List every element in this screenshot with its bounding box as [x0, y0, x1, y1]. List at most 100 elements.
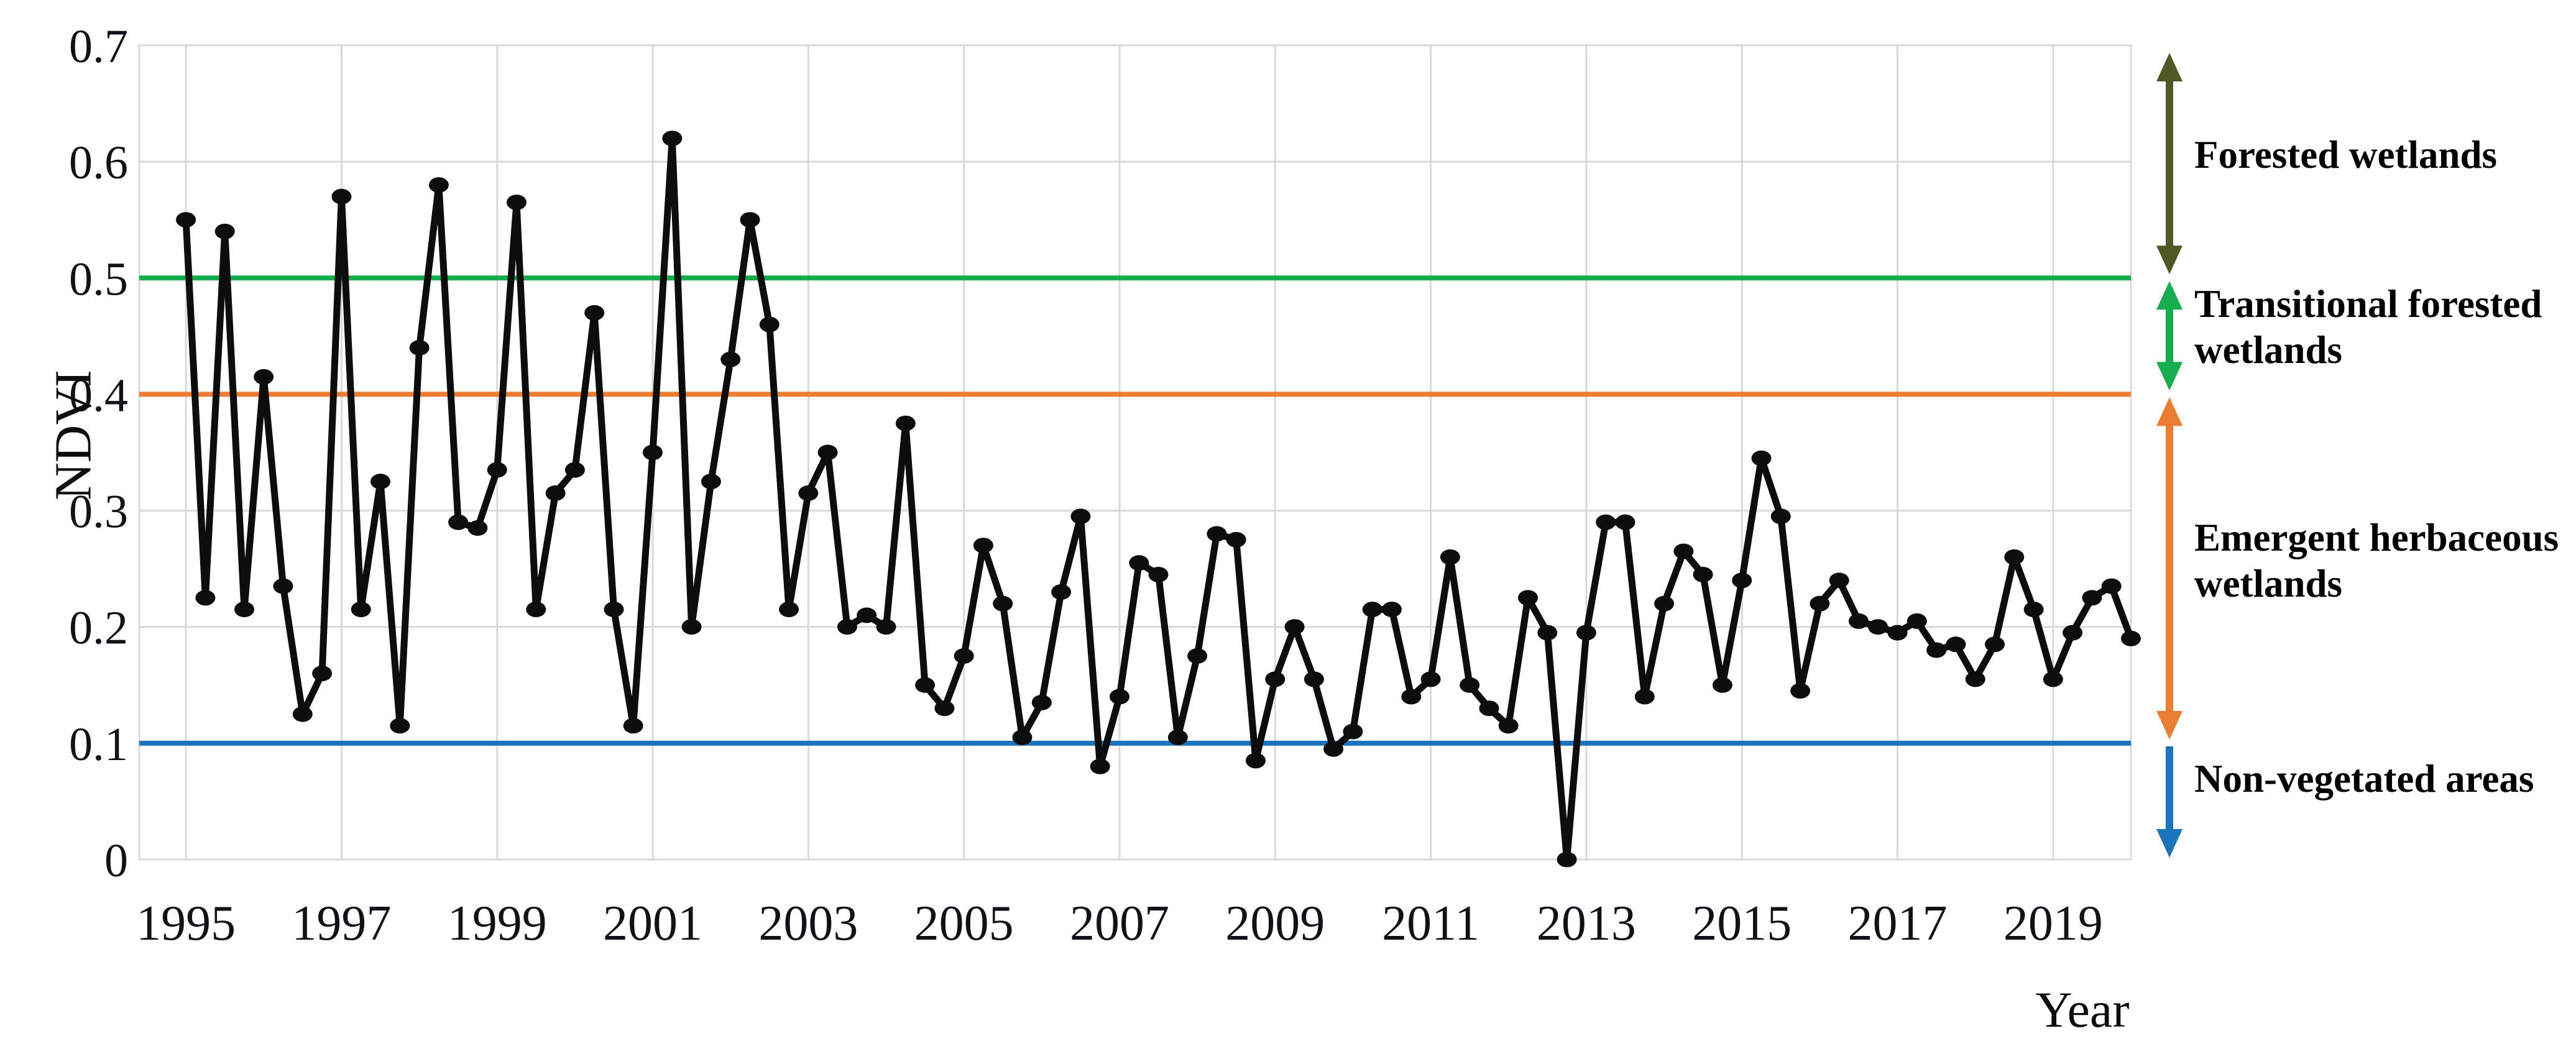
data-point-marker	[604, 602, 624, 618]
zone-label-emergent-herbaceous-wetlands: Emergent herbaceous wetlands	[2194, 515, 2559, 607]
data-point-marker	[409, 340, 430, 356]
zone-label-line: Forested wetlands	[2194, 133, 2498, 176]
data-point-marker	[2082, 590, 2102, 606]
data-point-marker	[2023, 602, 2044, 618]
zone-label-line: Transitional forested	[2194, 282, 2542, 326]
y-tick-label: 0.7	[69, 21, 128, 73]
data-point-marker	[1167, 730, 1188, 745]
data-point-marker	[1810, 595, 1830, 612]
data-point-marker	[1090, 758, 1110, 774]
data-point-marker	[1362, 602, 1382, 618]
data-point-marker	[292, 706, 313, 722]
data-point-marker	[779, 602, 799, 618]
zone-label-line: wetlands	[2194, 562, 2343, 605]
zone-label-non-vegetated-areas: Non-vegetated areas	[2194, 756, 2534, 802]
data-point-marker	[1770, 508, 1791, 525]
x-tick-label: 2011	[1382, 896, 1479, 951]
data-point-marker	[2043, 671, 2063, 687]
data-point-marker	[1070, 508, 1091, 525]
data-point-marker	[1576, 625, 1596, 641]
data-point-marker	[1965, 671, 1985, 687]
data-point-marker	[312, 666, 333, 682]
data-point-marker	[1401, 689, 1422, 705]
y-tick-label: 0.6	[69, 137, 128, 189]
x-tick-label: 1995	[136, 896, 236, 951]
data-point-marker	[1246, 753, 1266, 769]
data-point-marker	[1673, 543, 1694, 559]
data-point-marker	[1712, 677, 1732, 693]
data-point-marker	[876, 619, 896, 635]
data-point-marker	[973, 538, 993, 554]
y-tick-label: 0.3	[69, 486, 128, 538]
data-point-marker	[1440, 549, 1460, 565]
data-point-marker	[1460, 677, 1480, 693]
data-point-marker	[428, 177, 449, 193]
data-point-marker	[467, 520, 488, 536]
data-point-marker	[837, 619, 857, 635]
data-point-marker	[1110, 689, 1129, 705]
data-point-marker	[2063, 625, 2083, 641]
x-axis-title: Year	[2035, 981, 2130, 1038]
data-point-marker	[584, 305, 605, 321]
data-point-marker	[1187, 648, 1208, 664]
data-point-marker	[1732, 572, 1752, 589]
data-point-marker	[623, 718, 643, 734]
data-point-marker	[1849, 613, 1869, 629]
data-point-marker	[1693, 567, 1713, 582]
data-point-marker	[2004, 549, 2025, 565]
arrowhead-down-icon	[2156, 362, 2183, 391]
data-point-marker	[720, 351, 741, 367]
x-tick-label: 2009	[1225, 896, 1325, 951]
data-point-marker	[1654, 595, 1675, 612]
data-point-marker	[1751, 450, 1772, 466]
data-point-marker	[1265, 671, 1286, 687]
data-point-marker	[1479, 700, 1499, 717]
data-point-marker	[1343, 723, 1363, 740]
data-point-marker	[798, 485, 819, 501]
x-tick-label: 2005	[914, 896, 1014, 951]
data-point-marker	[1129, 555, 1149, 571]
ndvi-series-line	[182, 135, 2135, 863]
data-point-marker	[1829, 572, 1849, 589]
data-point-marker	[1498, 718, 1519, 734]
arrowhead-up-icon	[2156, 281, 2183, 310]
data-point-marker	[273, 578, 293, 594]
x-tick-label: 2001	[603, 896, 702, 951]
x-tick-label: 2013	[1537, 896, 1636, 951]
data-point-marker	[526, 602, 546, 618]
arrowhead-down-icon	[2156, 710, 2183, 740]
data-point-marker	[1284, 619, 1305, 635]
data-point-marker	[1051, 584, 1072, 600]
data-point-marker	[1323, 741, 1344, 757]
data-point-marker	[817, 444, 838, 461]
x-tick-label: 2015	[1692, 896, 1792, 951]
y-tick-label: 0.5	[69, 253, 128, 305]
x-tick-label: 1997	[292, 896, 391, 951]
data-point-marker	[1634, 689, 1655, 705]
data-point-marker	[701, 474, 721, 490]
arrowhead-up-icon	[2156, 397, 2183, 426]
y-tick-label: 0.4	[69, 369, 128, 421]
x-tick-label: 1999	[448, 896, 547, 951]
data-point-marker	[915, 677, 936, 693]
data-point-marker	[1907, 613, 1927, 629]
zone-label-forested-wetlands: Forested wetlands	[2194, 132, 2497, 178]
data-point-marker	[254, 369, 274, 385]
data-point-marker	[564, 462, 585, 478]
arrowhead-up-icon	[2156, 53, 2183, 81]
data-point-marker	[1031, 694, 1052, 710]
data-point-marker	[2121, 630, 2141, 646]
data-point-marker	[1537, 625, 1558, 641]
data-point-marker	[954, 648, 974, 664]
zone-label-line: Emergent herbaceous	[2194, 516, 2559, 559]
data-point-marker	[1226, 531, 1246, 548]
data-point-marker	[2101, 578, 2122, 594]
data-point-marker	[351, 602, 371, 618]
arrowhead-down-icon	[2156, 245, 2183, 275]
data-point-marker	[1985, 636, 2005, 653]
zone-label-line: Non-vegetated areas	[2194, 757, 2534, 800]
y-tick-label: 0.1	[69, 718, 128, 771]
x-tick-label: 2019	[2003, 896, 2103, 951]
data-point-marker	[1596, 514, 1616, 530]
